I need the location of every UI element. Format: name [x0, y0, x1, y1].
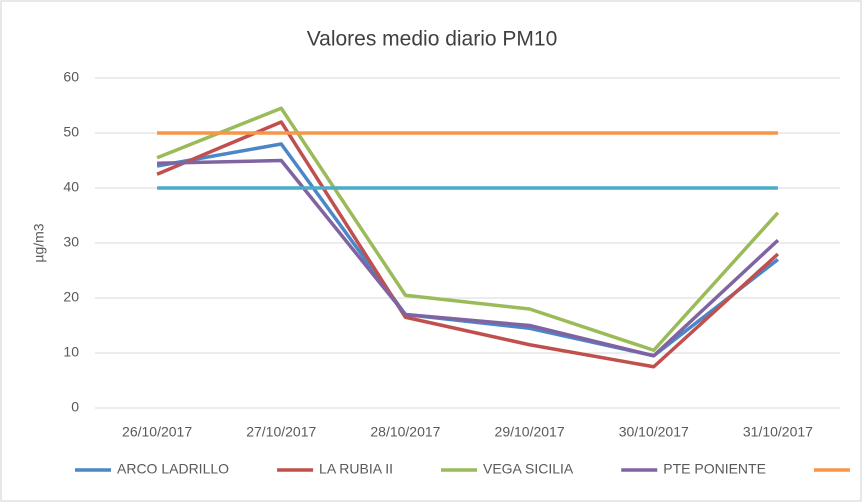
x-tick-label: 30/10/2017 [619, 424, 689, 440]
y-tick-label: 60 [63, 69, 79, 85]
legend-label: VEGA SICILIA [483, 461, 574, 477]
chart-title: Valores medio diario PM10 [307, 28, 558, 51]
series-line [156, 106, 780, 352]
y-tick-label: 0 [71, 399, 79, 415]
x-tick-label: 29/10/2017 [495, 424, 565, 440]
y-tick-label: 40 [63, 179, 79, 195]
series-line [156, 120, 780, 369]
x-tick-label: 31/10/2017 [743, 424, 813, 440]
y-tick-label: 50 [63, 124, 79, 140]
legend-label: LA RUBIA II [319, 461, 393, 477]
x-tick-label: 27/10/2017 [246, 424, 316, 440]
x-tick-label: 28/10/2017 [370, 424, 440, 440]
y-axis-label: µg/m3 [31, 223, 47, 262]
series-line [157, 158, 780, 358]
legend-label: ARCO LADRILLO [117, 461, 229, 477]
y-tick-label: 20 [63, 289, 79, 305]
y-tick-label: 10 [63, 344, 79, 360]
x-tick-label: 26/10/2017 [122, 424, 192, 440]
y-tick-label: 30 [63, 234, 79, 250]
legend-label: PTE PONIENTE [663, 461, 766, 477]
